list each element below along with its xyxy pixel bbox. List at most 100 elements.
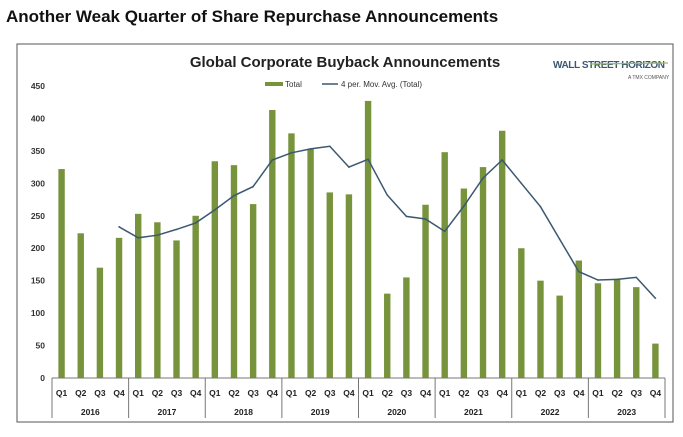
- quarter-tick-label: Q4: [113, 388, 125, 398]
- moving-average-point: [309, 148, 312, 150]
- quarter-tick-label: Q2: [305, 388, 317, 398]
- moving-average-point: [194, 222, 197, 224]
- quarter-tick-label: Q3: [401, 388, 413, 398]
- headline: Another Weak Quarter of Share Repurchase…: [6, 7, 499, 26]
- y-tick-label: 300: [31, 178, 45, 188]
- moving-average-point: [463, 205, 465, 207]
- year-tick-label: 2017: [157, 407, 176, 417]
- moving-average-point: [386, 194, 389, 196]
- quarter-tick-label: Q1: [133, 388, 145, 398]
- quarter-tick-label: Q1: [286, 388, 298, 398]
- moving-average-point: [558, 238, 561, 240]
- year-tick-label: 2016: [81, 407, 100, 417]
- bar-total: [633, 287, 640, 378]
- bar-total: [135, 213, 142, 378]
- y-tick-label: 450: [31, 81, 45, 91]
- bar-total: [211, 161, 219, 378]
- quarter-tick-label: Q2: [152, 388, 164, 398]
- quarter-tick-label: Q1: [209, 388, 221, 398]
- moving-average-point: [424, 218, 427, 220]
- bar-total: [96, 267, 104, 378]
- moving-average-point: [271, 159, 274, 161]
- bar-total: [249, 204, 257, 378]
- bar-total: [575, 260, 582, 378]
- quarter-tick-label: Q3: [94, 388, 106, 398]
- y-tick-label: 350: [31, 146, 45, 156]
- chart-frame: [16, 43, 674, 423]
- moving-average-point: [156, 234, 159, 237]
- moving-average-point: [597, 279, 599, 281]
- moving-average-point: [539, 205, 542, 208]
- moving-average-point: [635, 276, 638, 279]
- legend-swatch-total: [265, 82, 283, 86]
- moving-average-point: [233, 194, 235, 197]
- y-tick-label: 150: [31, 276, 45, 286]
- bar-total: [479, 167, 487, 378]
- bar-total: [460, 188, 468, 378]
- y-tick-label: 250: [31, 211, 45, 221]
- bar-total: [192, 215, 199, 378]
- moving-average-point: [252, 185, 254, 188]
- moving-average-point: [405, 215, 408, 218]
- bar-total: [518, 248, 525, 378]
- quarter-tick-label: Q4: [650, 388, 662, 398]
- quarter-tick-label: Q3: [247, 388, 259, 398]
- quarter-tick-label: Q2: [382, 388, 394, 398]
- quarter-tick-label: Q3: [171, 388, 183, 398]
- bar-total: [173, 240, 180, 378]
- bar-total: [422, 204, 429, 378]
- quarter-tick-label: Q2: [458, 388, 470, 398]
- bar-total: [498, 130, 506, 378]
- moving-average-point: [328, 145, 331, 148]
- bar-total: [345, 194, 353, 378]
- quarter-tick-label: Q4: [573, 388, 585, 398]
- moving-average-point: [348, 166, 350, 168]
- bar-total: [288, 133, 295, 378]
- moving-average-point: [137, 237, 140, 239]
- bar-total: [652, 343, 659, 378]
- moving-average-point: [367, 158, 369, 161]
- year-tick-label: 2023: [617, 407, 636, 417]
- bar-total: [154, 222, 161, 378]
- quarter-tick-label: Q1: [56, 388, 68, 398]
- moving-average-point: [482, 177, 484, 179]
- moving-average-point: [175, 228, 178, 231]
- wall-street-horizon-logo: WALL STREET HORIZON A TMX COMPANY: [553, 60, 670, 81]
- quarter-tick-label: Q4: [420, 388, 432, 398]
- y-tick-label: 0: [40, 373, 45, 383]
- quarter-tick-label: Q4: [497, 388, 509, 398]
- quarter-tick-label: Q1: [516, 388, 528, 398]
- year-tick-label: 2021: [464, 407, 483, 417]
- bar-total: [403, 277, 410, 378]
- bar-total: [269, 110, 276, 379]
- logo-tagline: A TMX COMPANY: [628, 75, 670, 81]
- bar-total: [364, 100, 372, 379]
- bar-total: [613, 278, 621, 378]
- legend: Total 4 per. Mov. Avg. (Total): [265, 80, 422, 89]
- moving-average-point: [616, 278, 618, 281]
- quarter-tick-label: Q2: [75, 388, 87, 398]
- bar-total: [556, 295, 563, 378]
- moving-average-point: [214, 209, 216, 211]
- quarter-tick-label: Q4: [343, 388, 355, 398]
- year-tick-label: 2022: [541, 407, 560, 417]
- logo-swoosh: [589, 62, 669, 65]
- y-tick-label: 100: [31, 308, 45, 318]
- quarter-tick-label: Q4: [190, 388, 202, 398]
- bar-total: [77, 233, 84, 378]
- moving-average-point: [290, 152, 293, 154]
- quarter-tick-label: Q1: [592, 388, 604, 398]
- quarter-tick-label: Q2: [535, 388, 547, 398]
- year-tick-label: 2018: [234, 407, 253, 417]
- bar-total: [537, 280, 544, 378]
- logo-wordmark: WALL STREET HORIZON: [553, 60, 665, 71]
- y-tick-label: 50: [36, 341, 46, 351]
- quarter-tick-label: Q3: [324, 388, 336, 398]
- quarter-tick-label: Q3: [477, 388, 489, 398]
- year-tick-label: 2019: [311, 407, 330, 417]
- bar-total: [307, 148, 314, 378]
- legend-label-moving-average: 4 per. Mov. Avg. (Total): [341, 80, 422, 89]
- legend-label-total: Total: [285, 80, 302, 89]
- bar-total: [326, 192, 333, 378]
